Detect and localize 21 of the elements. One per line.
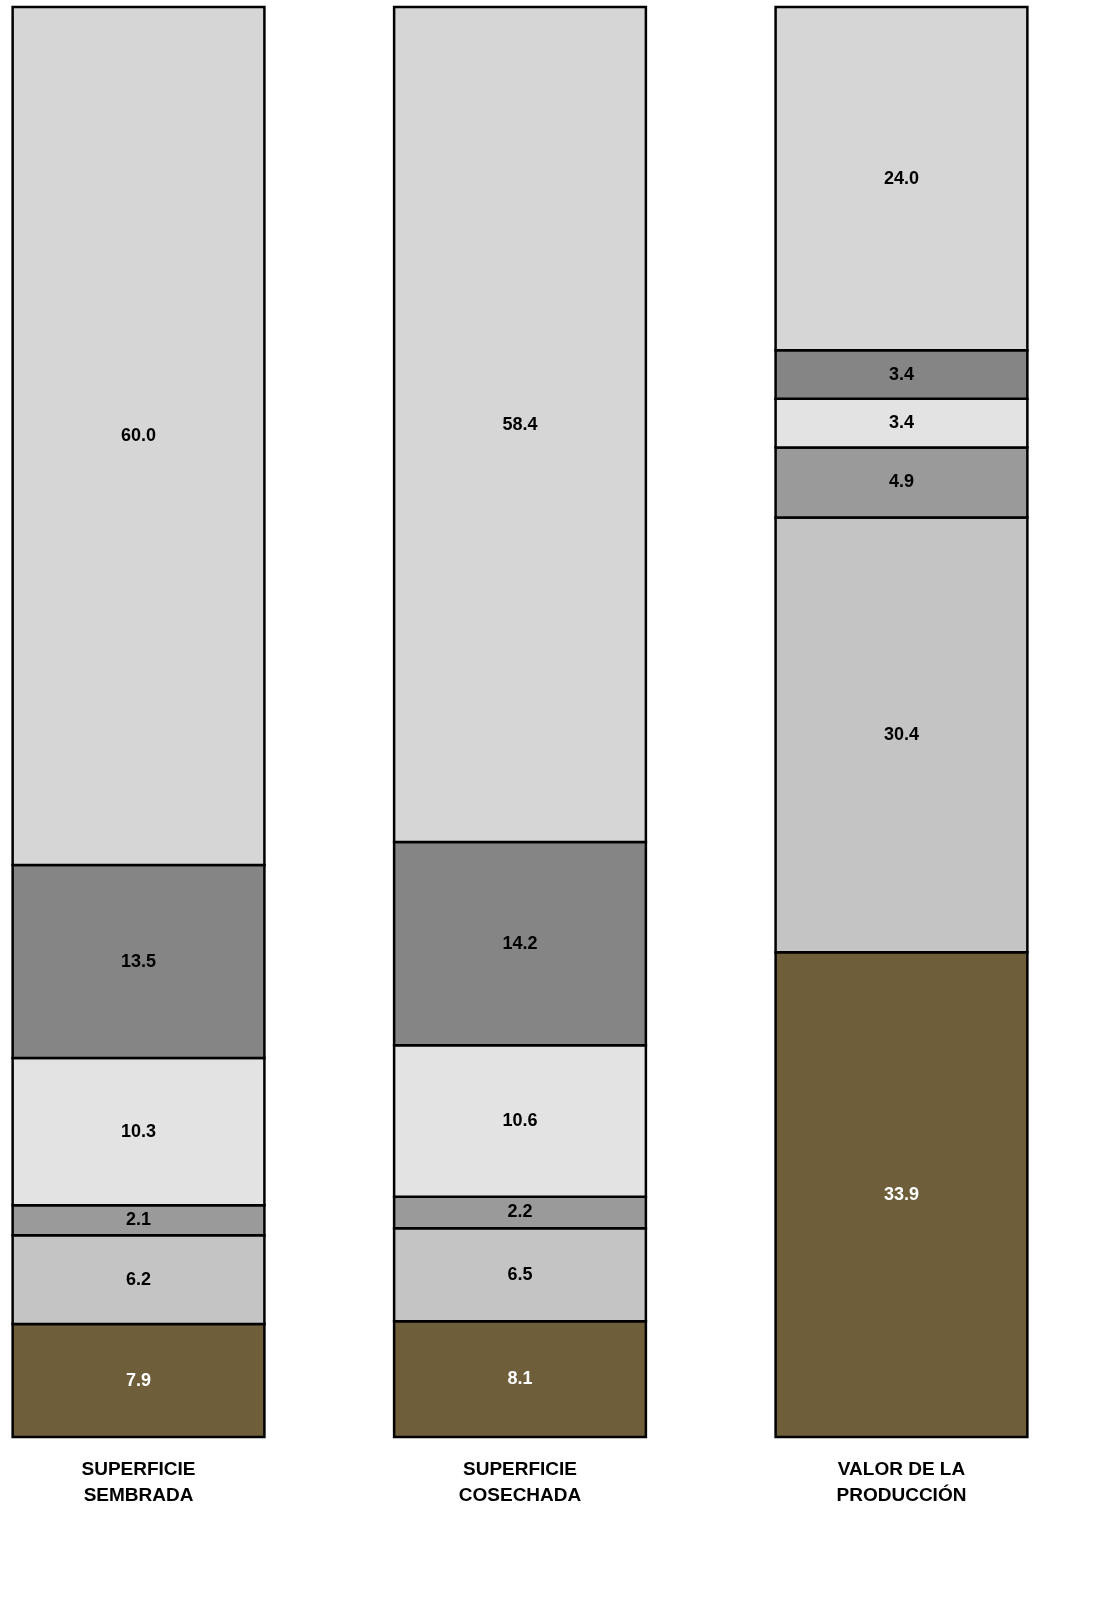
- x-tick-label: VALOR DE LA PRODUCCIÓN: [836, 1457, 967, 1505]
- data-label: 10.6: [502, 1109, 538, 1130]
- data-label: 13.5: [121, 950, 157, 971]
- data-label: 7.9: [126, 1369, 152, 1390]
- x-tick-label: SUPERFICIE SEMBRADA: [81, 1457, 196, 1505]
- data-label: 4.9: [888, 471, 914, 492]
- data-label: 14.2: [502, 932, 538, 953]
- data-label: 3.4: [888, 412, 914, 433]
- data-label: 24.0: [883, 167, 919, 188]
- data-label: 10.3: [121, 1120, 157, 1141]
- data-label: 60.0: [121, 425, 157, 445]
- data-label: 2.1: [126, 1209, 152, 1230]
- data-label: 58.4: [502, 413, 538, 434]
- data-label: 33.9: [883, 1183, 919, 1204]
- data-label: 6.5: [507, 1263, 533, 1284]
- data-label: 2.2: [507, 1201, 533, 1222]
- data-label: 30.4: [883, 723, 919, 744]
- data-label: 8.1: [507, 1368, 533, 1389]
- data-label: 6.2: [126, 1268, 152, 1289]
- data-label: 3.4: [888, 363, 914, 384]
- x-tick-label: SUPERFICIE COSECHADA: [458, 1457, 582, 1505]
